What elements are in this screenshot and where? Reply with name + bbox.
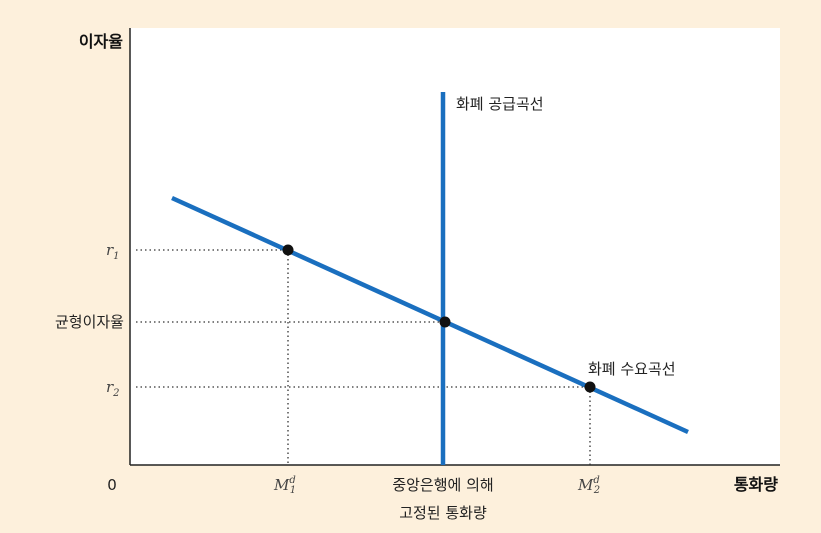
- y-axis-title: 이자율: [79, 32, 123, 51]
- x-tick-m2: Md 2: [577, 475, 600, 496]
- x-tick-fixed-line1: 중앙은행에 의해: [392, 476, 493, 494]
- point-m1-r1: [282, 244, 294, 256]
- money-demand-curve: [171, 195, 689, 435]
- equilibrium-point: [439, 316, 451, 328]
- point-m2-r2: [584, 381, 596, 393]
- demand-curve-label: 화폐 수요곡선: [588, 360, 676, 378]
- origin-label: 0: [107, 476, 117, 494]
- supply-curve-label: 화폐 공급곡선: [456, 95, 544, 113]
- x-tick-fixed-line2: 고정된 통화량: [399, 504, 487, 522]
- y-tick-r2: r2: [106, 378, 120, 399]
- y-tick-equilibrium: 균형이자율: [55, 313, 124, 331]
- x-axis-title: 통화량: [734, 475, 778, 494]
- plot-panel: [130, 28, 780, 465]
- y-tick-r1: r1: [106, 241, 120, 262]
- x-tick-m1: Md 1: [273, 475, 296, 496]
